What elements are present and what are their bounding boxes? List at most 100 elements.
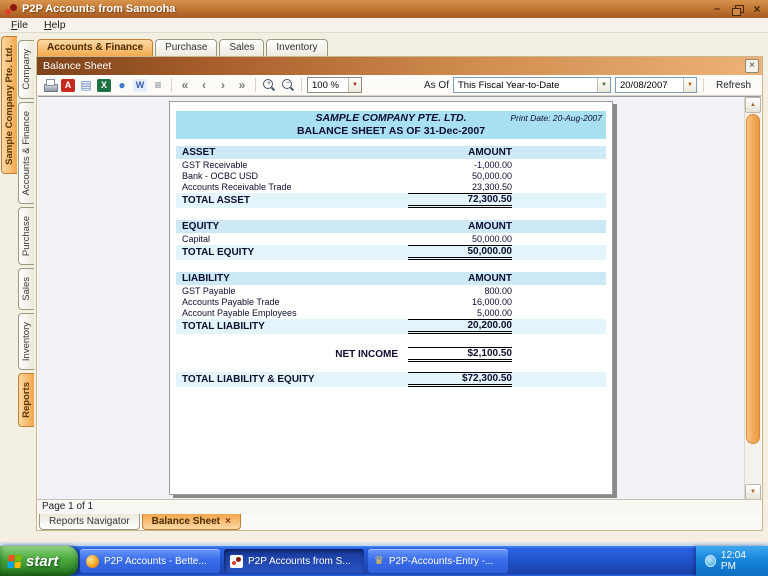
restore-icon[interactable]: [730, 3, 744, 16]
next-page-icon[interactable]: ›: [221, 78, 225, 92]
account-row: Bank - OCBC USD 50,000.00: [176, 171, 606, 181]
start-button[interactable]: start: [0, 546, 78, 576]
zoom-level-select[interactable]: 100 % ▼: [307, 77, 362, 93]
app-logo-icon: [4, 3, 18, 16]
account-amount: 5,000.00: [476, 308, 512, 318]
taskbar-item-label: P2P Accounts - Bette...: [104, 555, 207, 567]
tab-reports-navigator[interactable]: Reports Navigator: [39, 514, 140, 530]
section-total-amount: 72,300.50: [408, 193, 512, 208]
date-dropdown-icon[interactable]: ▼: [682, 78, 696, 92]
vertical-scrollbar[interactable]: ▲ ▼: [744, 97, 761, 499]
sidebar-tab-accounts-finance[interactable]: Accounts & Finance: [18, 101, 34, 205]
account-row: Capital 50,000.00: [176, 234, 606, 244]
report-sections: ASSET AMOUNT GST Receivable -1,000.00 Bank -…: [176, 146, 606, 387]
close-icon[interactable]: [750, 3, 764, 16]
sidebar-tab-inventory[interactable]: Inventory: [18, 313, 34, 371]
export-text-icon[interactable]: ≡: [154, 78, 162, 92]
section-header-row: ASSET AMOUNT: [176, 146, 606, 159]
section-total-amount: 50,000.00: [408, 245, 512, 260]
sidebar-tab-company-name[interactable]: Sample Company Pte. Ltd.: [1, 36, 17, 174]
account-row: GST Receivable -1,000.00: [176, 160, 606, 170]
taskbar-item[interactable]: ♛ P2P-Accounts-Entry -...: [368, 549, 508, 573]
tab-balance-sheet[interactable]: Balance Sheet: [141, 514, 241, 530]
account-row: Accounts Receivable Trade 23,300.50: [176, 182, 606, 192]
export-image-icon[interactable]: ▤: [80, 78, 92, 92]
date-input[interactable]: 20/08/2007 ▼: [614, 77, 697, 93]
account-name: Account Payable Employees: [182, 308, 297, 318]
sidebar-tab-label: Accounts & Finance: [21, 110, 32, 196]
scroll-up-icon[interactable]: ▲: [745, 97, 761, 113]
period-value: This Fiscal Year-to-Date: [457, 80, 560, 91]
section-header-row: EQUITY AMOUNT: [176, 220, 606, 233]
report-viewer: SAMPLE COMPANY PTE. LTD. BALANCE SHEET A…: [38, 96, 761, 499]
taskbar-item-label: P2P Accounts from S...: [248, 555, 351, 567]
sidebar-tab-company[interactable]: Company: [18, 40, 34, 99]
export-html-icon[interactable]: ●: [118, 78, 126, 92]
scrollbar-thumb[interactable]: [746, 114, 760, 444]
top-tab-accounts-finance[interactable]: Accounts & Finance: [37, 39, 154, 57]
balance-sheet-panel: Balance Sheet A ▤ X ● W ≡ « ‹ › » +− 100 % ▼ As …: [36, 56, 763, 531]
account-amount: 23,300.50: [471, 182, 512, 192]
top-tab-sales[interactable]: Sales: [219, 39, 265, 57]
export-word-icon[interactable]: W: [133, 78, 147, 92]
account-name: Accounts Receivable Trade: [182, 182, 292, 192]
zoom-dropdown-icon[interactable]: ▼: [348, 78, 361, 92]
taskbar-item[interactable]: P2P Accounts from S...: [224, 549, 364, 573]
export-excel-icon[interactable]: X: [97, 78, 111, 92]
last-page-icon[interactable]: »: [238, 78, 246, 92]
zoom-out-icon[interactable]: −: [280, 78, 296, 93]
clock[interactable]: 12:04 PM: [720, 550, 746, 572]
sidebar-module-tabs: Company Accounts & Finance Purchase Sales In…: [18, 40, 35, 428]
account-amount: 16,000.00: [471, 297, 512, 307]
toolbar-separator: [171, 78, 172, 92]
section-total-row: TOTAL EQUITY 50,000.00: [176, 245, 606, 260]
section-total-label: TOTAL EQUITY: [182, 247, 255, 258]
zoom-in-icon[interactable]: +: [261, 78, 277, 93]
section-total-label: TOTAL ASSET: [182, 195, 250, 206]
date-value: 20/08/2007: [619, 80, 668, 91]
p2p-app-icon: [230, 554, 243, 568]
account-row: Account Payable Employees 5,000.00: [176, 308, 606, 318]
window-titlebar: P2P Accounts from Samooha: [0, 0, 768, 18]
report-title: BALANCE SHEET AS OF 31-Dec-2007: [296, 125, 486, 137]
sidebar-tab-purchase[interactable]: Purchase: [18, 207, 34, 266]
first-page-icon[interactable]: «: [181, 78, 189, 92]
taskbar: start P2P Accounts - Bette... P2P Account…: [0, 546, 768, 576]
net-income-amount: $2,100.50: [408, 346, 512, 362]
menu-file[interactable]: File: [11, 19, 28, 31]
page-status: Page 1 of 1: [37, 499, 762, 514]
report-section: LIABILITY AMOUNT GST Payable 800.00 Accounts…: [176, 272, 606, 334]
menu-help[interactable]: Help: [43, 19, 66, 31]
sidebar-tab-sales[interactable]: Sales: [18, 268, 34, 311]
export-pdf-icon[interactable]: A: [61, 78, 75, 92]
section-name: ASSET: [182, 147, 216, 158]
sidebar-tab-reports[interactable]: Reports: [18, 373, 34, 428]
account-name: Capital: [182, 234, 211, 244]
top-tab-inventory[interactable]: Inventory: [266, 39, 328, 57]
account-row: Accounts Payable Trade 16,000.00: [176, 297, 606, 307]
window-bottom-frame: [0, 541, 768, 546]
net-income-row: NET INCOME $2,100.50: [176, 346, 606, 362]
sidebar-tab-label: Purchase: [21, 216, 32, 257]
toolbar-separator: [255, 78, 256, 92]
top-tab-purchase[interactable]: Purchase: [155, 39, 218, 57]
amount-column-header: AMOUNT: [468, 273, 512, 284]
period-select[interactable]: This Fiscal Year-to-Date ▼: [452, 77, 611, 93]
report-section: EQUITY AMOUNT Capital 50,000.00 TOTAL EQUITY…: [176, 220, 606, 260]
account-amount: 50,000.00: [471, 234, 512, 244]
panel-close-icon[interactable]: [745, 59, 759, 73]
print-icon[interactable]: [42, 78, 58, 93]
menu-bar: File Help: [0, 18, 768, 33]
grand-total-row: TOTAL LIABILITY & EQUITY $72,300.50: [176, 372, 606, 387]
refresh-button[interactable]: Refresh: [715, 79, 751, 91]
minimize-icon[interactable]: [710, 3, 724, 16]
taskbar-item[interactable]: P2P Accounts - Bette...: [80, 549, 220, 573]
previous-page-icon[interactable]: ‹: [202, 78, 206, 92]
sidebar-company-column: Sample Company Pte. Ltd.: [1, 36, 18, 174]
scroll-down-icon[interactable]: ▼: [745, 484, 761, 499]
account-amount: -1,000.00: [473, 160, 512, 170]
panel-title: Balance Sheet: [43, 60, 112, 72]
close-tab-icon[interactable]: [225, 516, 231, 529]
period-dropdown-icon[interactable]: ▼: [596, 78, 610, 92]
section-name: EQUITY: [182, 221, 220, 232]
